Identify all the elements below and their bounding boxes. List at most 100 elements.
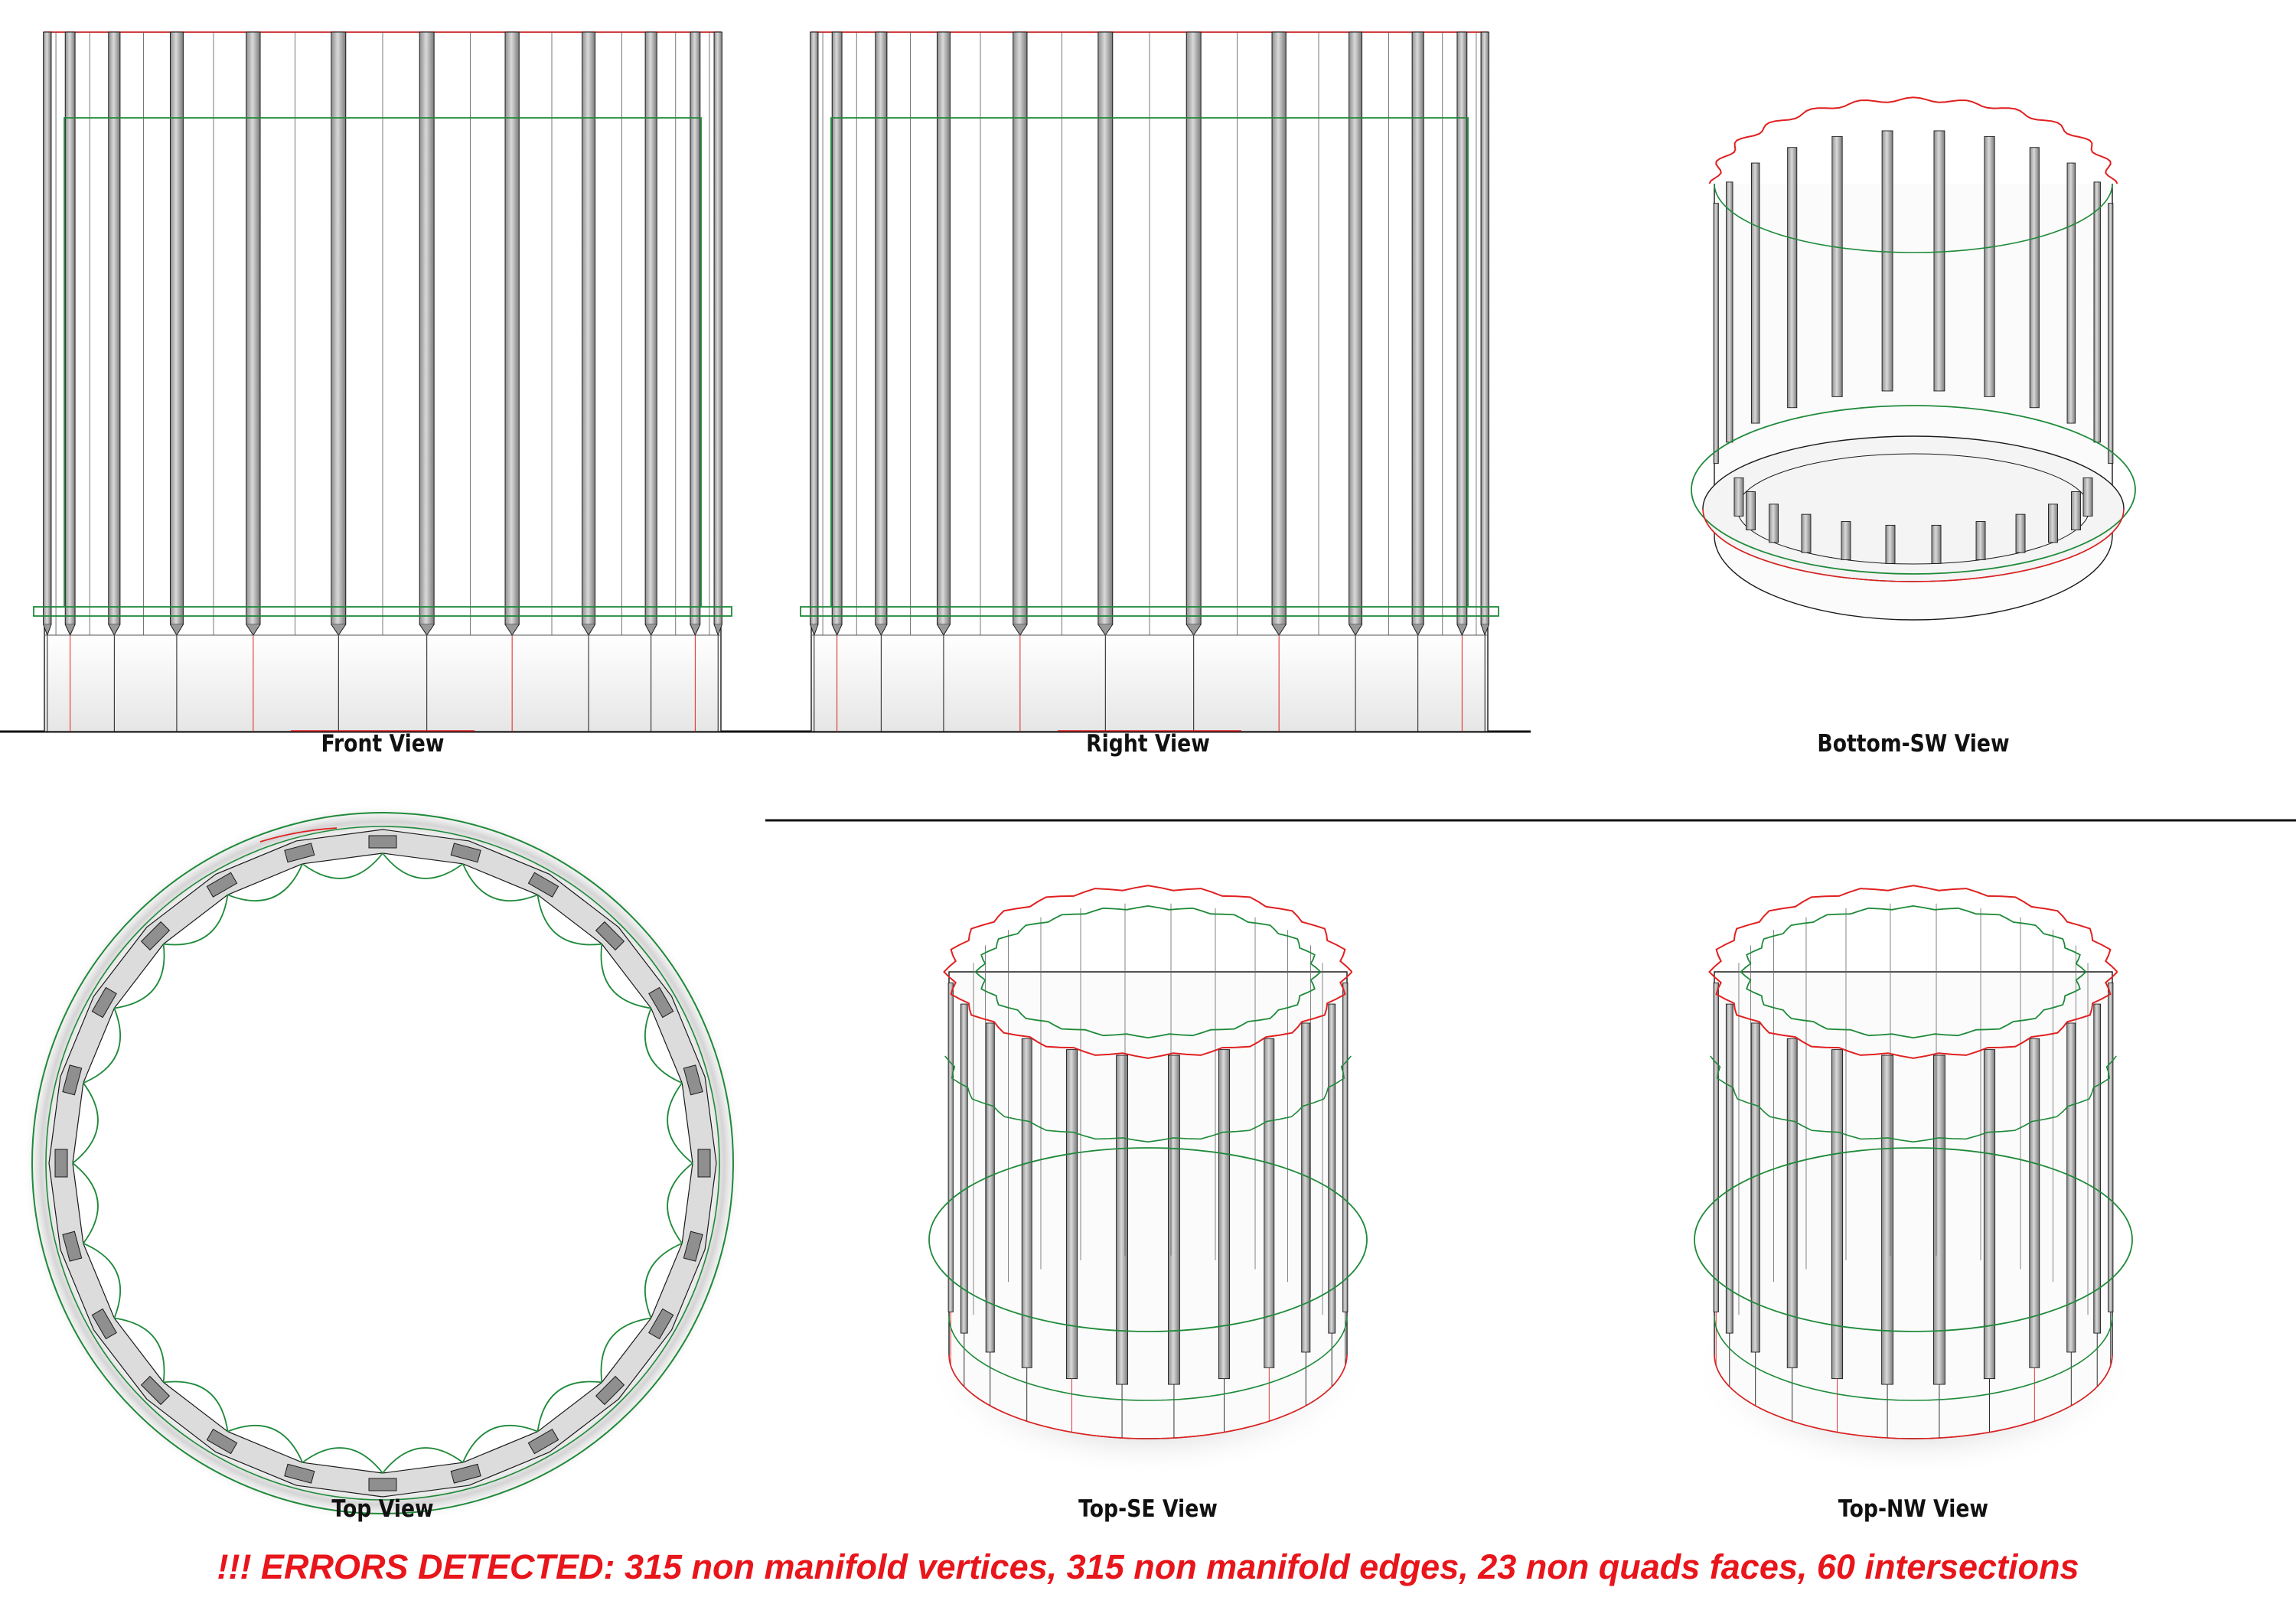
inner-guide [64, 117, 702, 607]
iso-flute [947, 982, 954, 1312]
inner-rim-guide [1740, 905, 2087, 1039]
iso-flute [1328, 1003, 1336, 1334]
top-rim-error [1708, 885, 2118, 1059]
flute-tip [937, 624, 951, 636]
flute-rib [936, 31, 951, 625]
rib-block [140, 921, 171, 951]
flute-tip [1456, 624, 1468, 637]
rib-block [206, 872, 238, 898]
rib-block [648, 986, 674, 1019]
upper-guide-arc [1714, 183, 2113, 253]
ring-error-edge [259, 827, 338, 843]
iso-flute [1881, 130, 1893, 392]
bottom-sw-view-label: Bottom-SW View [1817, 730, 2010, 758]
outer-flange-circle [31, 812, 734, 1514]
rib-block [450, 1463, 481, 1484]
error-banner: !!! ERRORS DETECTED: 315 non manifold ve… [217, 1547, 2079, 1586]
iso-flute [2108, 203, 2114, 464]
flute-tip [1271, 624, 1287, 636]
flute-rib [1271, 31, 1287, 625]
flute-tip [419, 624, 435, 636]
inner-guide [830, 117, 1469, 607]
bottom-sw-view-drawing [1691, 96, 2136, 621]
iso-flute [1786, 1038, 1798, 1368]
iso-flute [1933, 1054, 1945, 1385]
rib-block [527, 1429, 559, 1455]
rib-block [62, 1231, 83, 1262]
iso-flute [1881, 1054, 1893, 1385]
iso-flute [1725, 1003, 1733, 1334]
flute-tip [170, 624, 184, 636]
rib-block [62, 1064, 83, 1096]
ring-shadow [23, 804, 742, 1523]
flute-tip [1349, 624, 1362, 636]
flute-tip [1013, 624, 1028, 636]
inner-rib [1841, 521, 1851, 560]
flute-rib [169, 31, 184, 625]
flute-rib [1480, 31, 1489, 625]
inner-rib [1975, 521, 1986, 560]
flange-guide [33, 606, 732, 617]
iso-flute [2029, 1038, 2040, 1368]
flute-tip [690, 624, 701, 637]
iso-flute [1713, 203, 1719, 464]
top-nw-view-drawing [1691, 885, 2135, 1477]
rib-block [595, 921, 625, 951]
flange-guide-ellipse [928, 1147, 1368, 1332]
rib-block [595, 1375, 625, 1406]
inner-rib [2048, 504, 2058, 543]
flute-rib [419, 31, 435, 625]
top-rim-error [943, 885, 1353, 1059]
flute-rib [1456, 31, 1468, 625]
flute-tip [1186, 624, 1202, 636]
flute-rib [582, 31, 596, 625]
rib-block [140, 1375, 171, 1406]
flute-tip [1097, 624, 1114, 636]
flute-rib [108, 31, 121, 625]
iso-flute [1713, 982, 1719, 1312]
flute-tip [875, 624, 888, 637]
iso-flute [1264, 1038, 1275, 1368]
flute-rib [713, 31, 722, 625]
flute-tip [1411, 624, 1424, 637]
iso-flute [1726, 181, 1733, 443]
iso-flute [1984, 135, 1995, 397]
flute-tip [246, 624, 261, 636]
rib-block [648, 1308, 674, 1340]
rib-block [206, 1429, 238, 1455]
iso-flute [1831, 135, 1843, 397]
iso-flute [1021, 1038, 1032, 1368]
flute-rib [1186, 31, 1202, 625]
iso-flute [1065, 1049, 1078, 1380]
top-nw-view-label: Top-NW View [1838, 1495, 1989, 1523]
outer-wall-circle [45, 826, 720, 1501]
flute-rib [644, 31, 657, 625]
iso-flute [2093, 181, 2101, 443]
flange-guide-ellipse [1694, 1147, 2133, 1332]
inner-rib [1801, 513, 1812, 553]
flute-tip [831, 624, 843, 637]
flute-tip [331, 624, 347, 636]
inner-rib [1746, 491, 1756, 531]
rib-block [284, 1463, 315, 1484]
flute-rib [1097, 31, 1114, 625]
lower-guide-arc [948, 1315, 1348, 1401]
flute-rib [875, 31, 888, 625]
inner-rib [2071, 491, 2081, 531]
iso-flute [1342, 982, 1349, 1312]
flute-rib [1013, 31, 1028, 625]
rib-block [91, 986, 117, 1019]
iso-flute [1983, 1049, 1996, 1380]
right-view-drawing [800, 31, 1499, 732]
mid-guide-wave [1710, 1055, 2117, 1143]
bottom-rim-error [1714, 1354, 2113, 1439]
flute-tip [644, 624, 657, 637]
bottom-rim-error [1702, 508, 2125, 582]
flute-tip [64, 624, 76, 637]
rib-block [450, 843, 481, 863]
iso-flute [1933, 130, 1945, 392]
top-view-label: Top View [331, 1495, 434, 1523]
body-silhouette [1714, 971, 2113, 1439]
iso-flute [1787, 147, 1798, 409]
right-view-label: Right View [1086, 730, 1210, 758]
